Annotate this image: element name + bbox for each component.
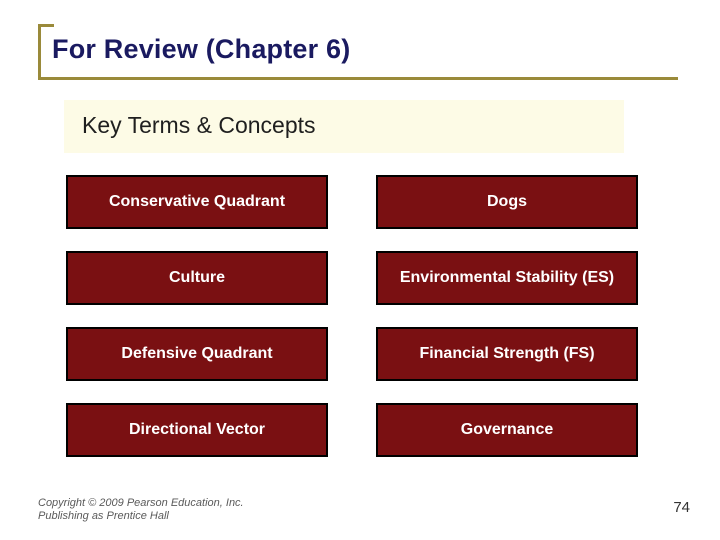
- copyright-footer: Copyright © 2009 Pearson Education, Inc.…: [38, 497, 244, 525]
- subtitle-box: Key Terms & Concepts: [64, 100, 624, 153]
- term-cell: Culture: [66, 251, 328, 305]
- terms-row: Conservative Quadrant Dogs: [66, 175, 638, 229]
- subtitle-text: Key Terms & Concepts: [82, 112, 606, 139]
- slide-title: For Review (Chapter 6): [38, 28, 682, 77]
- title-corner-left: [38, 24, 41, 78]
- term-cell: Conservative Quadrant: [66, 175, 328, 229]
- slide: For Review (Chapter 6) Key Terms & Conce…: [0, 0, 720, 540]
- title-underline: [38, 77, 678, 80]
- term-cell: Dogs: [376, 175, 638, 229]
- terms-row: Culture Environmental Stability (ES): [66, 251, 638, 305]
- copyright-line1: Copyright © 2009 Pearson Education, Inc.: [38, 497, 244, 511]
- term-cell: Defensive Quadrant: [66, 327, 328, 381]
- terms-row: Defensive Quadrant Financial Strength (F…: [66, 327, 638, 381]
- term-cell: Directional Vector: [66, 403, 328, 457]
- copyright-line2: Publishing as Prentice Hall: [38, 510, 244, 524]
- term-cell: Governance: [376, 403, 638, 457]
- page-number: 74: [673, 499, 690, 516]
- term-cell: Environmental Stability (ES): [376, 251, 638, 305]
- term-cell: Financial Strength (FS): [376, 327, 638, 381]
- terms-row: Directional Vector Governance: [66, 403, 638, 457]
- terms-grid: Conservative Quadrant Dogs Culture Envir…: [66, 175, 638, 457]
